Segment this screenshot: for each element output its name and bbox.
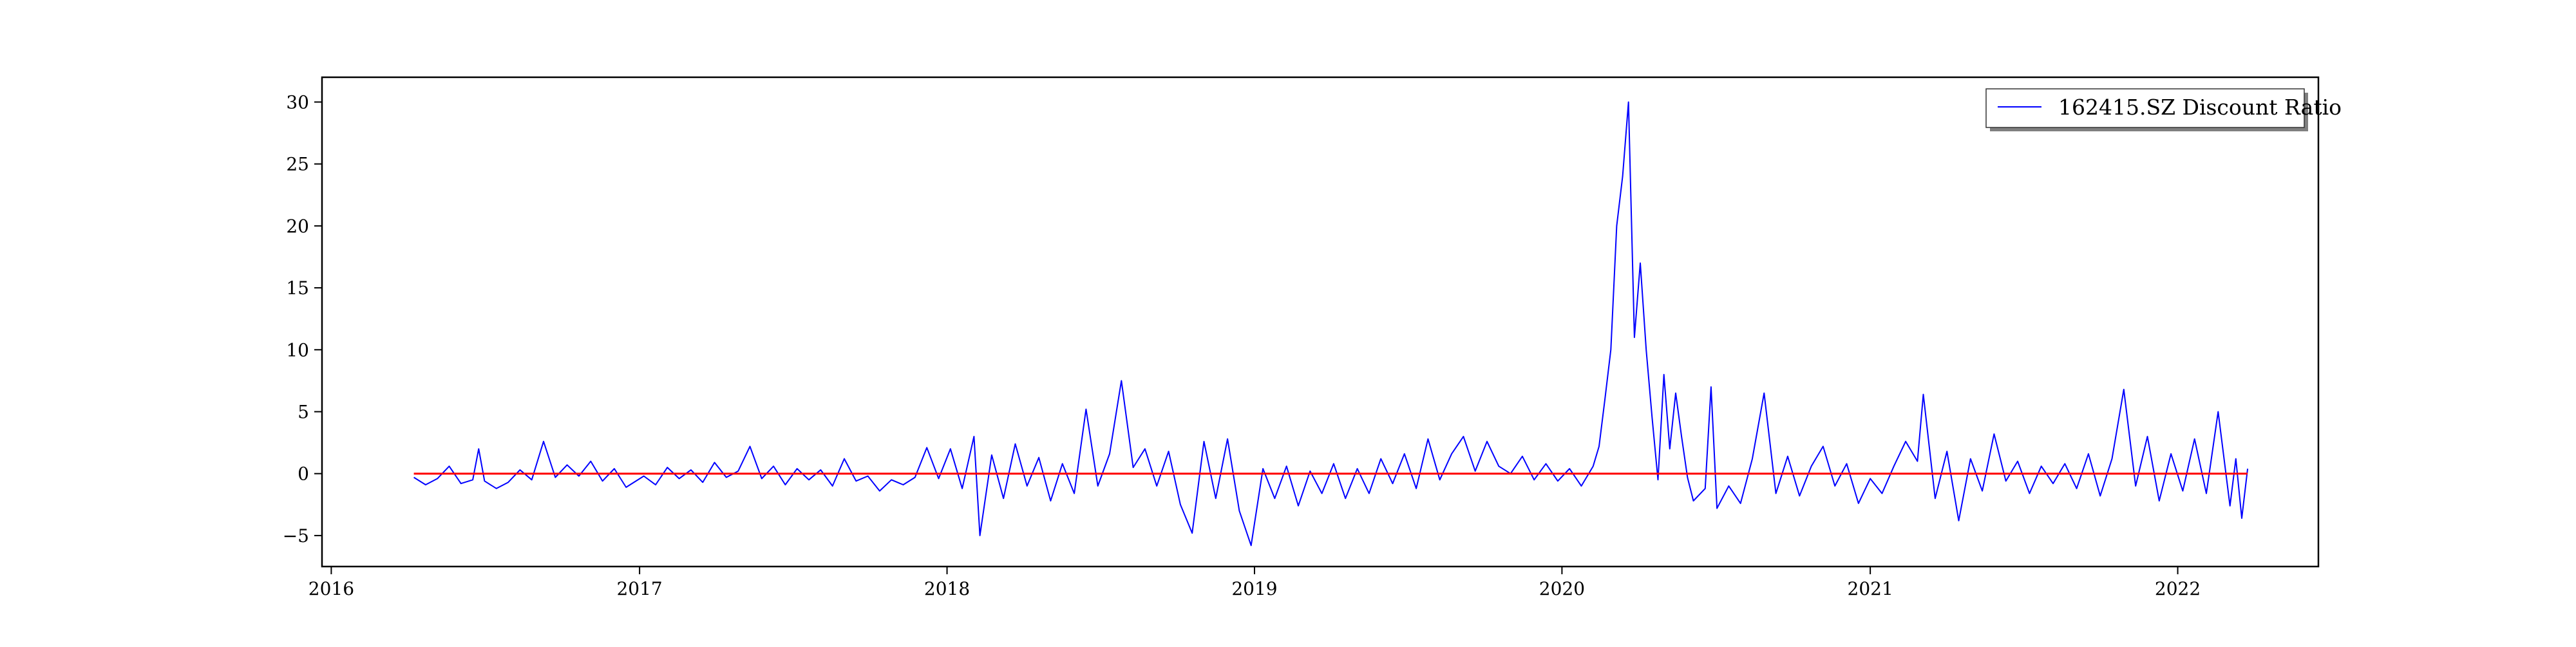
y-axis: −5 0 5 10 15 20 25 30 (283, 91, 322, 547)
y-tick-label: 10 (286, 339, 309, 361)
y-tick-label: −5 (283, 525, 309, 547)
y-tick-label: 0 (298, 464, 309, 485)
x-tick-label: 2018 (924, 578, 970, 599)
y-tick-label: 5 (298, 401, 309, 422)
series-line-discount-ratio (413, 101, 2249, 547)
plot-frame (321, 76, 2320, 568)
legend-box (1985, 88, 2305, 128)
x-tick-label: 2021 (1848, 578, 1893, 599)
x-tick-label: 2019 (1231, 578, 1277, 599)
plot-area-background (322, 77, 2318, 567)
y-tick-label: 20 (286, 216, 309, 237)
y-tick-label: 25 (286, 154, 309, 175)
y-tick-label: 15 (286, 277, 309, 299)
x-tick-label: 2020 (1539, 578, 1585, 599)
series-layer (413, 101, 2249, 547)
y-tick-label: 30 (286, 91, 309, 113)
x-tick-label: 2022 (2155, 578, 2201, 599)
x-tick-label: 2016 (308, 578, 354, 599)
legend: 162415.SZ Discount Ratio (1985, 88, 2342, 131)
x-axis: 2016 2017 2018 2019 2020 2021 2022 (308, 567, 2201, 599)
legend-label: 162415.SZ Discount Ratio (2058, 95, 2342, 120)
x-tick-label: 2017 (616, 578, 662, 599)
